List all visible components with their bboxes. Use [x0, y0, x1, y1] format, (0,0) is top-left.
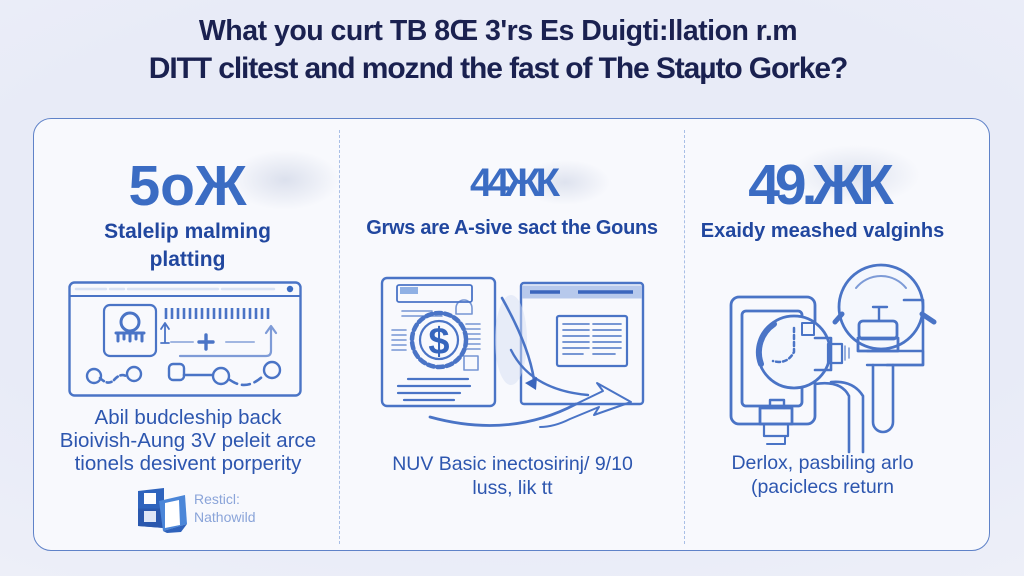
svg-text:$: $	[428, 321, 449, 363]
